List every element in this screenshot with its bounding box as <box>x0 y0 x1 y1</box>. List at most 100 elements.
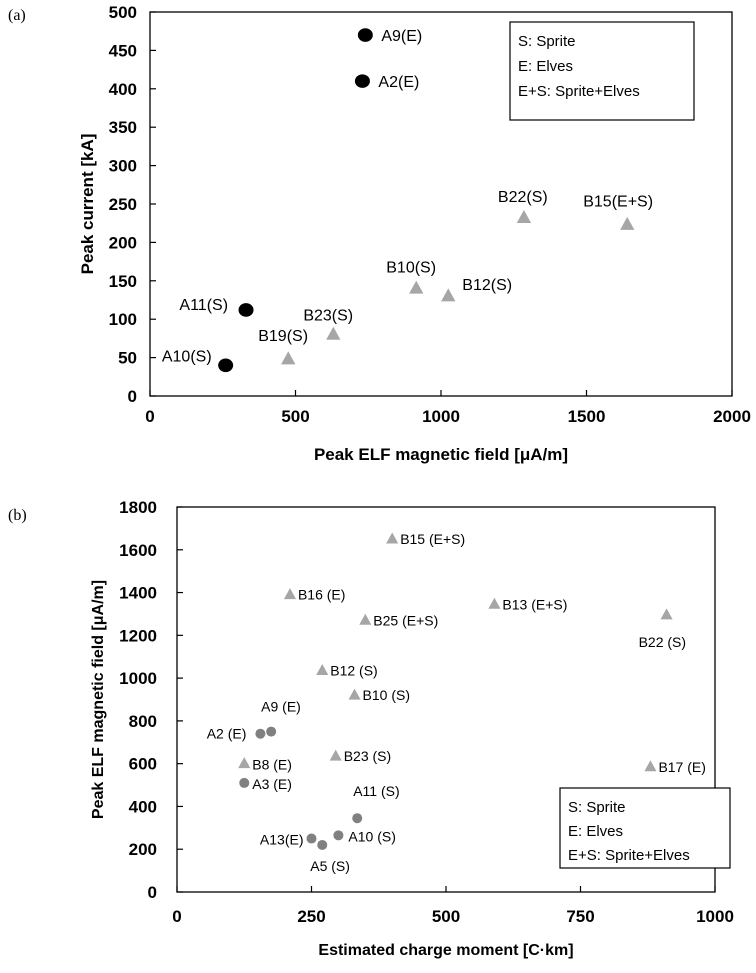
data-point-circle <box>317 839 328 850</box>
panel-a-letter: (a) <box>8 7 26 24</box>
y-axis-label: Peak ELF magnetic field [μA/m] <box>90 580 107 819</box>
y-tick-label: 500 <box>109 3 137 22</box>
data-point-triangle <box>441 288 456 302</box>
data-label: A9 (E) <box>261 699 301 715</box>
y-tick-label: 600 <box>129 755 157 774</box>
data-label: A2 (E) <box>207 726 247 742</box>
x-tick-label: 250 <box>297 907 325 926</box>
data-point-triangle <box>359 613 372 625</box>
x-tick-label: 500 <box>432 907 460 926</box>
data-point-triangle <box>316 664 329 676</box>
legend-entry: E: Elves <box>518 58 573 75</box>
data-label: B13 (E+S) <box>502 596 567 612</box>
y-tick-label: 150 <box>109 272 137 291</box>
x-tick-label: 0 <box>172 907 181 926</box>
chart-a: 0 500 1000 1500 2000 0 50 100 150 200 250 300 350 400… <box>78 3 751 464</box>
data-point-circle <box>352 813 363 824</box>
x-tick-label: 2000 <box>713 407 751 426</box>
y-tick-label: 1400 <box>119 584 157 603</box>
y-tick-label: 250 <box>109 195 137 214</box>
y-tick-label: 400 <box>109 80 137 99</box>
data-label: A10(S) <box>162 348 212 365</box>
data-point-triangle <box>488 597 501 609</box>
data-point-triangle <box>409 280 424 294</box>
data-label: B25 (E+S) <box>373 612 438 628</box>
data-point-triangle <box>326 326 341 340</box>
y-tick-label: 1800 <box>119 498 157 517</box>
data-label: B19(S) <box>258 328 308 345</box>
legend-box <box>559 787 731 869</box>
data-label: B15 (E+S) <box>400 531 465 547</box>
data-label: B16 (E) <box>298 587 345 603</box>
data-label: A11(S) <box>179 297 228 314</box>
data-point-circle <box>354 74 370 88</box>
data-label: A10 (S) <box>348 828 395 844</box>
x-tick-label: 0 <box>145 407 154 426</box>
data-label: A9(E) <box>381 28 422 45</box>
data-label: A2(E) <box>378 74 419 91</box>
y-tick-label: 800 <box>129 712 157 731</box>
data-label: A11 (S) <box>353 783 399 799</box>
data-label: B10(S) <box>386 259 436 276</box>
y-tick-label: 200 <box>109 233 137 252</box>
panel-b-letter: (b) <box>8 507 27 524</box>
data-label: B22 (S) <box>639 634 686 650</box>
x-tick-label: 1500 <box>568 407 606 426</box>
data-point-circle <box>306 833 317 844</box>
x-tick-label: 1000 <box>422 407 460 426</box>
y-tick-label: 50 <box>118 349 137 368</box>
data-label: B8 (E) <box>252 757 292 773</box>
y-tick-label: 1200 <box>119 626 157 645</box>
y-axis-label: Peak current [kA] <box>78 134 97 275</box>
x-tick-label: 750 <box>566 907 594 926</box>
data-point-circle <box>238 303 254 317</box>
data-label: B17 (E) <box>658 759 705 775</box>
data-point-triangle <box>386 532 399 544</box>
data-point-triangle <box>283 588 297 600</box>
legend-entry: E: Elves <box>568 823 623 840</box>
data-point-triangle <box>660 608 673 620</box>
x-tick-label: 1000 <box>696 907 734 926</box>
x-axis-label: Peak ELF magnetic field [μA/m] <box>314 445 568 464</box>
data-label: B15(E+S) <box>583 194 653 211</box>
legend-box <box>509 21 695 121</box>
data-point-circle <box>333 830 344 841</box>
data-point-circle <box>357 28 373 42</box>
data-label: B10 (S) <box>363 687 410 703</box>
legend-entry: S: Sprite <box>518 33 576 50</box>
y-tick-label: 0 <box>128 387 137 406</box>
data-label: B22(S) <box>498 189 548 206</box>
data-point-circle <box>218 358 234 373</box>
y-tick-label: 450 <box>109 41 137 60</box>
data-label: A13(E) <box>260 832 304 848</box>
y-tick-label: 1600 <box>119 541 157 560</box>
y-tick-label: 400 <box>129 797 157 816</box>
legend-entry: S: Sprite <box>568 799 626 816</box>
data-point-circle <box>255 728 266 739</box>
data-label: B12(S) <box>462 277 512 294</box>
data-point-triangle <box>620 216 635 230</box>
x-tick-label: 500 <box>281 407 309 426</box>
y-tick-label: 300 <box>109 157 137 176</box>
y-tick-label: 350 <box>109 118 137 137</box>
y-tick-label: 200 <box>129 840 157 859</box>
data-point-triangle <box>516 210 532 224</box>
x-axis-label: Estimated charge moment [C·km] <box>318 942 573 959</box>
y-tick-label: 0 <box>148 883 157 902</box>
data-label: B12 (S) <box>330 663 377 679</box>
data-label: B23 (S) <box>344 748 391 764</box>
y-tick-label: 1000 <box>119 669 157 688</box>
legend-entry: E+S: Sprite+Elves <box>518 83 640 100</box>
data-label: A5 (S) <box>310 858 350 874</box>
data-point-triangle <box>281 351 296 365</box>
y-tick-label: 100 <box>109 310 137 329</box>
data-point-circle <box>239 777 250 788</box>
data-point-circle <box>266 726 277 737</box>
data-point-triangle <box>644 760 657 772</box>
data-label: A3 (E) <box>252 776 292 792</box>
data-label: B23(S) <box>303 308 353 325</box>
data-point-triangle <box>238 757 251 769</box>
data-point-triangle <box>329 749 342 761</box>
chart-b: 0 250 500 750 1000 0 200 400 600 800 1000 1200 1400 1… <box>90 498 734 959</box>
